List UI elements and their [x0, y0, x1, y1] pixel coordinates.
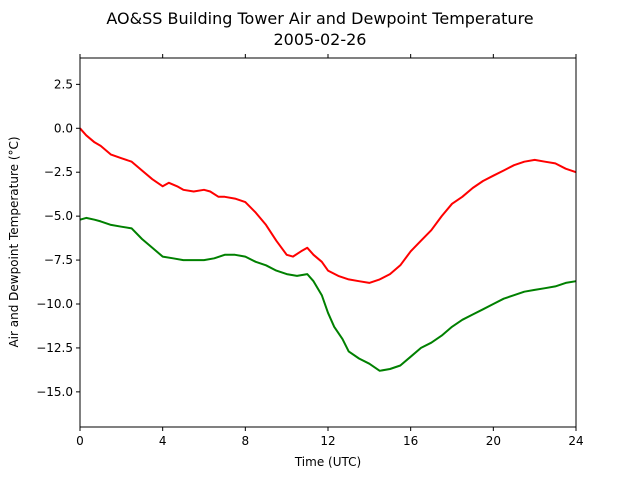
y-tick-label: −12.5	[36, 341, 73, 355]
y-tick-label: −7.5	[44, 253, 73, 267]
x-tick-label: 24	[568, 434, 583, 448]
y-tick-label: −2.5	[44, 165, 73, 179]
y-axis-label: Air and Dewpoint Temperature (°C)	[7, 136, 21, 347]
x-axis-label: Time (UTC)	[294, 455, 361, 469]
plot-frame	[79, 57, 577, 428]
chart-title: AO&SS Building Tower Air and Dewpoint Te…	[106, 9, 533, 28]
y-tick-label: 2.5	[54, 77, 73, 91]
y-tick-label: −10.0	[36, 297, 73, 311]
x-tick-label: 0	[76, 434, 84, 448]
y-tick-label: −5.0	[44, 209, 73, 223]
series-line-1	[79, 216, 577, 372]
x-tick-label: 12	[320, 434, 335, 448]
y-tick-label: −15.0	[36, 385, 73, 399]
series-layer	[79, 127, 577, 372]
x-tick-label: 16	[403, 434, 418, 448]
y-tick-label: 0.0	[54, 121, 73, 135]
series-line-0	[79, 127, 577, 284]
ticks-layer: 0 4 8 12 16 20 24 2.5 0.0 −2.5 −5.0 −7.5 −10.0 −12.5 −…	[36, 54, 584, 448]
x-tick-label: 20	[486, 434, 501, 448]
x-tick-label: 4	[159, 434, 167, 448]
chart-subtitle: 2005-02-26	[274, 30, 367, 49]
x-tick-label: 8	[242, 434, 250, 448]
